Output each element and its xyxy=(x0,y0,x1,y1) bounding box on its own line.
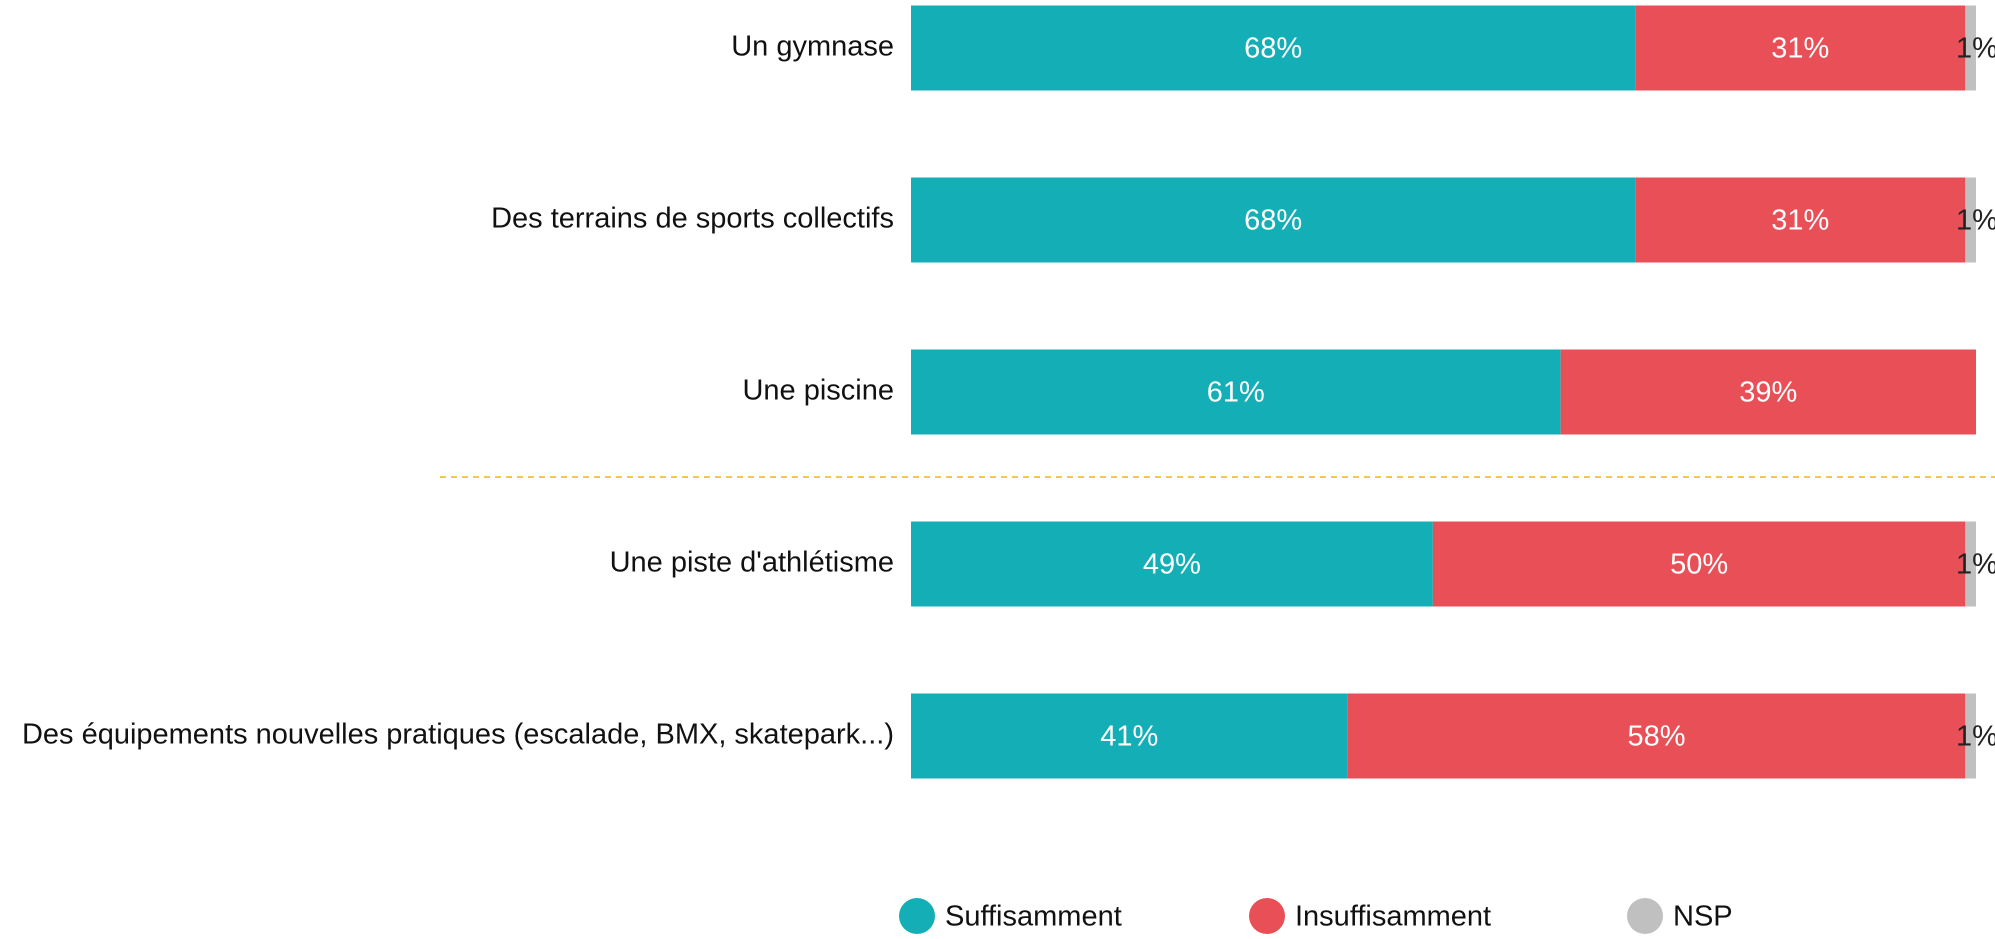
value-label: 61% xyxy=(1207,377,1265,409)
category-label: Des équipements nouvelles pratiques (esc… xyxy=(22,719,894,751)
bar-segment xyxy=(911,5,1636,91)
bar-segment xyxy=(1432,521,1966,607)
value-label: 1% xyxy=(1956,205,1995,237)
bar-segment xyxy=(1965,693,1976,779)
value-label: 39% xyxy=(1739,377,1797,409)
bar-segment xyxy=(911,521,1433,607)
category-label: Une piste d'athlétisme xyxy=(610,547,894,579)
legend-swatch xyxy=(899,898,935,934)
value-label: 31% xyxy=(1771,33,1829,65)
value-label: 49% xyxy=(1143,549,1201,581)
value-label: 58% xyxy=(1627,721,1685,753)
legend-swatch xyxy=(1627,898,1663,934)
category-label: Une piscine xyxy=(742,375,894,407)
value-label: 1% xyxy=(1956,33,1995,65)
bar-segment xyxy=(911,349,1561,435)
category-label: Un gymnase xyxy=(731,31,894,63)
bar-segment xyxy=(1965,177,1976,263)
bar-segment xyxy=(1635,177,1966,263)
bar-segment xyxy=(1560,349,1976,435)
legend-label: Insuffisamment xyxy=(1295,901,1491,933)
value-label: 68% xyxy=(1244,33,1302,65)
category-label: Des terrains de sports collectifs xyxy=(491,203,894,235)
bar-segment xyxy=(1347,693,1966,779)
bar-segment xyxy=(1965,5,1976,91)
legend-label: NSP xyxy=(1673,901,1733,933)
bar-segment xyxy=(911,693,1348,779)
bar-segment xyxy=(911,177,1636,263)
value-label: 68% xyxy=(1244,205,1302,237)
value-label: 41% xyxy=(1100,721,1158,753)
legend-label: Suffisamment xyxy=(945,901,1122,933)
bar-segment xyxy=(1965,521,1976,607)
value-label: 50% xyxy=(1670,549,1728,581)
value-label: 1% xyxy=(1956,549,1995,581)
value-label: 31% xyxy=(1771,205,1829,237)
legend-swatch xyxy=(1249,898,1285,934)
value-label: 1% xyxy=(1956,721,1995,753)
bar-segment xyxy=(1635,5,1966,91)
